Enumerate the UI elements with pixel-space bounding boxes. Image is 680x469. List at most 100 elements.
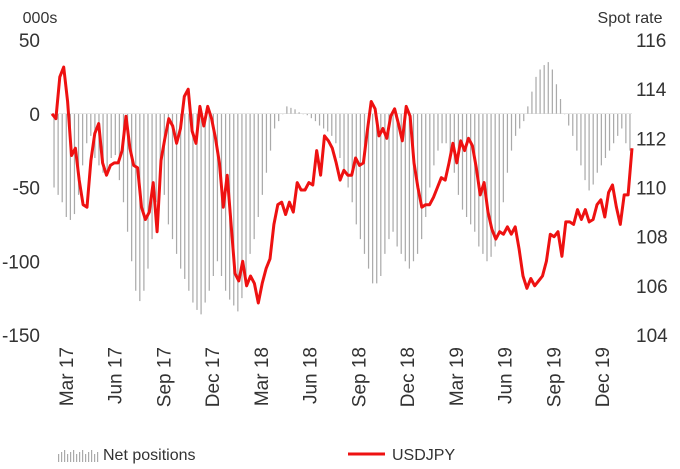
right-tick-label: 116 [636, 31, 666, 52]
net-positions-bar [572, 113, 574, 136]
net-positions-bar [114, 113, 116, 156]
net-positions-bar [523, 113, 525, 122]
net-positions-bar [106, 113, 108, 170]
net-positions-bar [441, 113, 443, 144]
net-positions-bar [159, 113, 161, 173]
net-positions-bar [437, 113, 439, 151]
net-positions-bar [486, 113, 488, 262]
net-positions-bar [180, 113, 182, 269]
net-positions-bar [461, 113, 464, 210]
net-positions-bar [77, 113, 80, 195]
net-positions-bar [286, 106, 288, 114]
net-positions-bar [310, 113, 312, 119]
net-positions-bar [445, 113, 447, 144]
net-positions-bar [470, 113, 472, 225]
net-positions-bar [555, 84, 558, 114]
net-positions-bar [278, 113, 280, 122]
legend-bar-swatch-stripe [64, 450, 66, 462]
x-axis-ticks: Mar 17 Jun 17 Sep 17 Dec 17 Mar 18 Jun 18 Sep … [57, 347, 614, 407]
net-positions-bar [233, 113, 235, 306]
legend-bar-swatch-stripe [58, 454, 60, 462]
net-positions-bar [224, 113, 227, 291]
legend-bar-swatch-stripe [67, 454, 69, 462]
net-positions-bar [175, 113, 178, 254]
net-positions-bar [131, 113, 133, 262]
net-positions-bar [608, 113, 611, 151]
right-tick-label: 106 [636, 277, 668, 298]
left-axis-unit: 000s [23, 10, 58, 27]
x-tick-label: Sep 17 [154, 347, 175, 407]
net-positions-bar [408, 113, 411, 269]
legend-net-positions-swatch [58, 450, 99, 462]
net-positions-bar [531, 91, 533, 114]
legend-bar-swatch-stripe [94, 454, 96, 462]
net-positions-bar [527, 106, 529, 114]
net-positions-bar [359, 113, 361, 240]
net-positions-bar [273, 113, 276, 129]
net-positions-bar [163, 113, 165, 195]
net-positions-bar [384, 113, 386, 254]
net-positions-bar [355, 113, 357, 225]
net-positions-bar [559, 99, 562, 114]
usdjpy-line [50, 65, 634, 305]
net-positions-bar [543, 65, 545, 114]
left-axis-ticks: 50 0 -50 -100 -150 [2, 31, 40, 347]
x-tick-label: Jun 17 [106, 347, 127, 404]
legend: Net positions USDJPY [58, 447, 455, 464]
x-tick-label: Dec 19 [593, 347, 614, 407]
left-tick-label: -100 [2, 252, 40, 273]
x-tick-label: Sep 19 [544, 347, 565, 407]
net-positions-bar [588, 113, 590, 191]
legend-bar-swatch-stripe [91, 450, 93, 462]
net-positions-bar [118, 113, 121, 181]
right-tick-label: 110 [636, 179, 666, 200]
net-positions-bar [519, 113, 521, 129]
net-positions-bar [339, 113, 341, 158]
net-positions-bar [474, 113, 476, 232]
right-tick-label: 104 [636, 326, 668, 347]
net-positions-bar [212, 113, 214, 276]
net-positions-bar [584, 113, 586, 181]
net-positions-bar [629, 113, 631, 151]
net-positions-bar [547, 62, 549, 114]
net-positions-bar [465, 113, 468, 217]
net-positions-bar [592, 113, 594, 185]
net-positions-bar [318, 113, 321, 126]
net-positions-bar [102, 113, 104, 173]
x-tick-label: Sep 18 [349, 347, 370, 407]
net-positions-bar [314, 113, 317, 122]
legend-bar-swatch-stripe [82, 450, 84, 462]
net-positions-bar [253, 113, 255, 240]
x-tick-label: Jun 18 [301, 347, 322, 404]
net-positions-bar [604, 113, 607, 158]
net-positions-bar [237, 113, 239, 312]
net-positions-bar [494, 113, 496, 247]
net-positions-bar [514, 113, 517, 136]
net-positions-bar [506, 113, 509, 173]
net-positions-bar [498, 113, 500, 232]
net-positions-bar [200, 113, 202, 315]
net-positions-bar [343, 113, 345, 173]
net-positions-bar [86, 113, 88, 144]
net-positions-bar [376, 113, 378, 284]
net-positions-bar [261, 113, 263, 195]
x-tick-label: Mar 17 [57, 347, 78, 406]
net-positions-bar [429, 113, 431, 188]
net-positions-bar [122, 113, 125, 203]
net-positions-bar [57, 113, 59, 195]
net-positions-bar [600, 113, 602, 166]
net-positions-bar [192, 113, 194, 303]
net-positions-bar [171, 113, 174, 240]
net-positions-bar [188, 113, 190, 291]
net-positions-bar [306, 113, 308, 116]
legend-bar-swatch-stripe [70, 452, 72, 462]
net-positions-bar [347, 113, 349, 188]
net-positions-bar [613, 113, 615, 144]
net-positions-bar [257, 113, 259, 217]
net-positions-bar [245, 113, 247, 276]
net-positions-bar [269, 113, 272, 151]
net-positions-bar [392, 113, 394, 232]
net-positions-bar [135, 113, 137, 291]
legend-bar-swatch-stripe [61, 452, 63, 462]
net-positions-bar [73, 113, 76, 215]
